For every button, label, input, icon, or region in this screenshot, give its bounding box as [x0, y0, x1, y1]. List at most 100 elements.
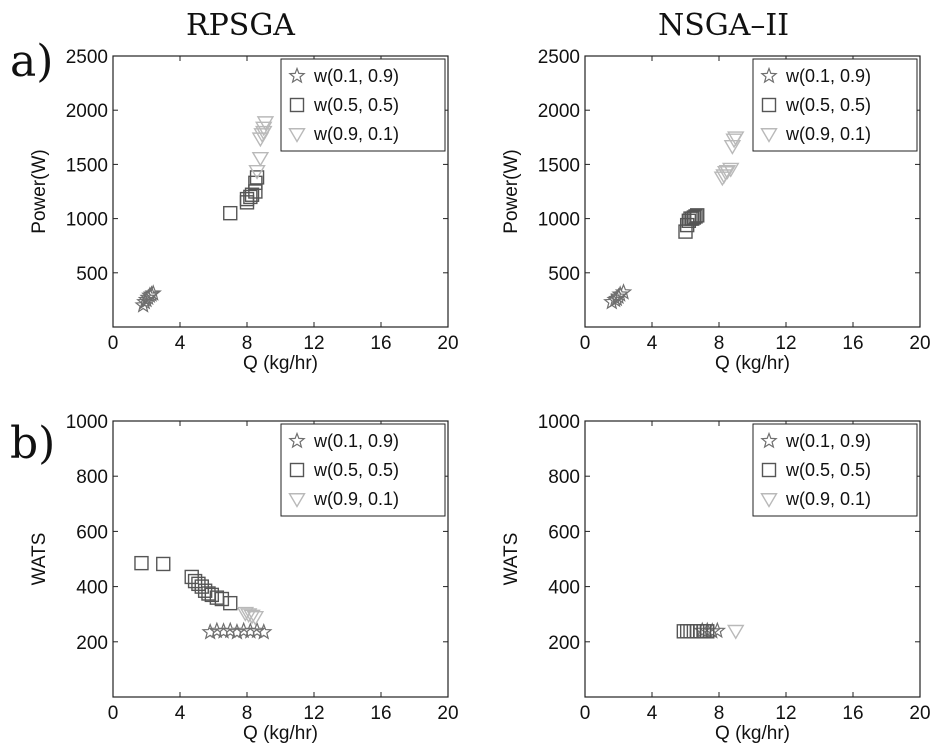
- x-tick-label: 0: [108, 333, 119, 354]
- legend-marker-star: [760, 431, 778, 449]
- legend-box: [280, 58, 446, 152]
- y-tick-label: 2000: [538, 101, 580, 122]
- legend-marker-star: [288, 66, 306, 84]
- x-tick-label: 20: [909, 703, 930, 724]
- data-point-star: [255, 622, 273, 640]
- x-tick-label: 8: [714, 333, 725, 354]
- x-tick-label: 0: [580, 703, 591, 724]
- y-tick-label: 800: [548, 467, 580, 488]
- data-point-star: [241, 622, 260, 639]
- x-tick-label: 16: [370, 703, 391, 724]
- legend-box: [752, 58, 918, 152]
- plot-frame: [584, 55, 921, 328]
- data-point-triangle-down: [256, 116, 275, 132]
- data-point-square: [239, 191, 255, 207]
- x-tick-label: 8: [714, 703, 725, 724]
- y-tick-label: 1000: [538, 412, 580, 433]
- legend-box: [752, 423, 918, 517]
- data-point-square: [223, 595, 238, 611]
- x-tick-label: 16: [842, 333, 863, 354]
- x-axis-label: Q (kg/hr): [243, 353, 318, 374]
- data-point-triangle-down: [246, 611, 265, 626]
- y-tick-label: 500: [76, 264, 108, 285]
- data-point-star: [214, 622, 233, 639]
- legend-label: w(0.1, 0.9): [313, 66, 399, 86]
- data-point-square: [688, 209, 703, 224]
- x-axis-label: Q (kg/hr): [243, 723, 318, 744]
- x-tick-label: 20: [437, 333, 458, 354]
- y-tick-label: 500: [548, 264, 580, 285]
- column-title-rpsga: RPSGA: [186, 8, 295, 43]
- y-axis-label: Power(W): [29, 149, 50, 233]
- legend: w(0.1, 0.9) w(0.5, 0.5) w(0.9, 0.1): [752, 58, 918, 152]
- subplot-2: 0 4 8 12 16 20 500 1000 1500 2000 2500 Q (kg/hr) Pow…: [501, 47, 931, 374]
- legend-label: w(0.1, 0.9): [313, 431, 399, 451]
- legend-label: w(0.9, 0.1): [313, 489, 399, 509]
- legend-label: w(0.9, 0.1): [313, 124, 399, 144]
- y-tick-label: 2500: [66, 47, 108, 68]
- x-tick-label: 4: [647, 703, 658, 724]
- x-tick-label: 0: [580, 333, 591, 354]
- data-point-star: [614, 283, 633, 300]
- legend-label: w(0.1, 0.9): [785, 431, 871, 451]
- legend-marker-square: [761, 97, 777, 113]
- data-point-square: [243, 189, 258, 205]
- data-point-square: [700, 624, 715, 639]
- data-point-triangle-down: [255, 121, 273, 137]
- legend-marker-square: [761, 462, 777, 478]
- legend-box: [280, 423, 446, 517]
- data-point-square: [690, 208, 705, 223]
- x-tick-label: 12: [775, 703, 796, 724]
- y-tick-label: 2500: [538, 47, 580, 68]
- x-tick-label: 12: [303, 333, 324, 354]
- data-point-square: [214, 591, 230, 607]
- x-tick-label: 16: [842, 703, 863, 724]
- y-tick-label: 600: [548, 522, 580, 543]
- y-axis-label: WATS: [29, 533, 50, 586]
- legend-label: w(0.5, 0.5): [785, 460, 871, 480]
- legend-marker-triangle-down: [760, 493, 778, 508]
- y-tick-label: 1500: [66, 155, 108, 176]
- data-point-square: [685, 211, 700, 226]
- y-axis-label: WATS: [501, 533, 522, 586]
- legend-label: w(0.9, 0.1): [785, 124, 871, 144]
- y-tick-label: 200: [548, 633, 580, 654]
- data-point-square: [244, 187, 260, 202]
- subplot-3: 0 4 8 12 16 20 200 400 600 800 1000 Q (kg/hr) WATS w(…: [29, 412, 459, 744]
- data-point-star: [201, 622, 219, 640]
- x-tick-label: 4: [175, 333, 186, 354]
- legend-marker-triangle-down: [288, 128, 306, 143]
- data-point-triangle-down: [727, 624, 745, 640]
- subplot-4: 0 4 8 12 16 20 200 400 600 800 1000 Q (kg/hr) WATS w(…: [501, 412, 931, 744]
- y-tick-label: 2000: [66, 101, 108, 122]
- x-axis-label: Q (kg/hr): [715, 723, 790, 744]
- legend-marker-star: [288, 431, 306, 449]
- data-point-star: [228, 622, 246, 640]
- plot-frame: [112, 55, 449, 328]
- x-tick-label: 4: [647, 333, 658, 354]
- x-tick-label: 20: [437, 703, 458, 724]
- y-tick-label: 1000: [66, 412, 108, 433]
- legend-marker-square: [289, 462, 305, 478]
- x-tick-label: 8: [242, 333, 253, 354]
- x-tick-label: 12: [303, 703, 324, 724]
- column-title-nsga2: NSGA–II: [658, 8, 790, 43]
- y-tick-label: 1500: [538, 155, 580, 176]
- x-tick-label: 16: [370, 333, 391, 354]
- x-tick-label: 12: [775, 333, 796, 354]
- data-point-square: [249, 170, 265, 185]
- row-label-a: a): [10, 36, 54, 87]
- plot-frame: [112, 420, 449, 698]
- y-tick-label: 400: [548, 578, 580, 599]
- y-tick-label: 800: [76, 467, 108, 488]
- x-tick-label: 0: [108, 703, 119, 724]
- data-point-star: [708, 621, 727, 639]
- data-point-square: [156, 556, 171, 572]
- legend-marker-triangle-down: [288, 493, 306, 508]
- legend-label: w(0.5, 0.5): [313, 95, 399, 115]
- legend-marker-square: [289, 97, 305, 113]
- data-point-square: [223, 205, 238, 221]
- legend-label: w(0.9, 0.1): [785, 489, 871, 509]
- data-point-square: [686, 210, 702, 225]
